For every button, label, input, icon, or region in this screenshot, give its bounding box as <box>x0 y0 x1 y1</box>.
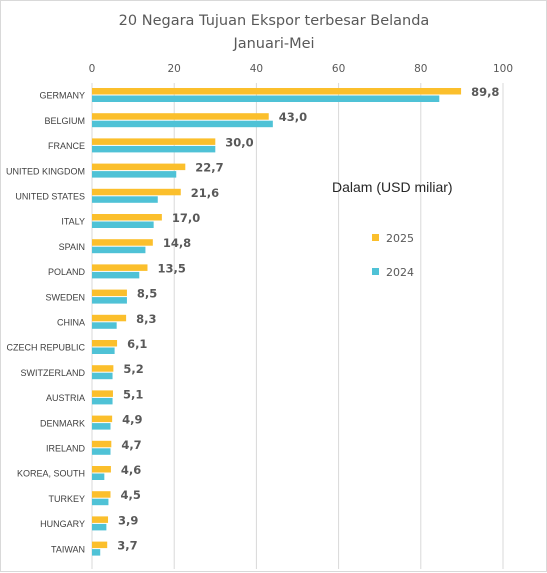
bar-2025 <box>92 390 113 397</box>
x-tick-label: 0 <box>89 63 96 75</box>
chart-title: 20 Negara Tujuan Ekspor terbesar Belanda <box>119 13 430 29</box>
category-label: TURKEY <box>48 494 85 504</box>
bar-2024 <box>92 372 113 380</box>
bar-2024 <box>92 196 158 203</box>
data-label-2025: 14,8 <box>163 236 191 250</box>
bar-2025 <box>92 88 462 95</box>
x-axis-ticks: 0 20 40 60 80 100 <box>89 63 513 75</box>
bar-2024 <box>92 271 140 279</box>
data-label-2025: 4,6 <box>121 463 141 477</box>
category-label: ITALY <box>61 217 85 227</box>
bar-2025 <box>92 239 153 246</box>
category-label: CHINA <box>57 318 85 328</box>
bar-2024 <box>92 297 127 304</box>
bar-2024 <box>92 171 177 178</box>
data-label-2025: 89,8 <box>471 85 499 99</box>
data-label-2025: 8,3 <box>136 312 156 326</box>
bar-2025 <box>92 138 216 145</box>
data-label-2025: 3,7 <box>117 539 137 553</box>
category-label: GERMANY <box>39 91 85 101</box>
legend-swatch <box>372 268 379 275</box>
data-label-2025: 17,0 <box>172 211 200 225</box>
category-labels: GERMANY BELGIUM FRANCE UNITED KINGDOM UNITED… <box>6 91 86 555</box>
category-label: HUNGARY <box>40 519 85 529</box>
category-label: KOREA, SOUTH <box>17 469 85 479</box>
bar-2025 <box>92 264 148 271</box>
bars <box>92 88 462 556</box>
category-label: FRANCE <box>48 141 85 151</box>
bar-2025 <box>92 340 118 347</box>
bar-2024 <box>92 397 113 405</box>
data-label-2025: 4,9 <box>122 413 142 427</box>
data-label-2025: 5,2 <box>123 362 143 376</box>
bar-2024 <box>92 549 101 556</box>
category-label: IRELAND <box>46 444 86 454</box>
bar-2025 <box>92 188 181 196</box>
bar-2025 <box>92 314 127 322</box>
data-label-2025: 6,1 <box>127 337 147 351</box>
bar-2025 <box>92 466 111 473</box>
chart-subtitle: Januari-Mei <box>232 36 314 52</box>
legend: 2025 2024 <box>372 232 414 279</box>
bar-2024 <box>92 473 105 480</box>
legend-label: 2024 <box>386 266 414 279</box>
data-label-2025: 22,7 <box>195 161 223 175</box>
x-tick-label: 80 <box>414 63 427 75</box>
data-label-2025: 8,5 <box>137 287 157 301</box>
legend-swatch <box>372 234 379 241</box>
bar-2024 <box>92 498 109 506</box>
bar-2024 <box>92 95 440 102</box>
category-label: UNITED STATES <box>15 192 85 202</box>
data-label-2025: 3,9 <box>118 513 138 527</box>
category-label: CZECH REPUBLIC <box>6 343 85 353</box>
bar-2024 <box>92 423 111 430</box>
data-label-2025: 4,7 <box>121 438 141 452</box>
bar-2025 <box>92 214 162 221</box>
category-label: DENMARK <box>40 418 85 428</box>
bar-2024 <box>92 246 146 254</box>
bar-2025 <box>92 440 112 448</box>
category-label: SWEDEN <box>45 292 85 302</box>
data-label-2025: 5,1 <box>123 387 143 401</box>
bar-2024 <box>92 523 107 531</box>
category-label: POLAND <box>48 267 86 277</box>
data-labels: 89,8 43,0 30,022,7 21,6 17,0 14,8 13,58,5 8,3 6,… <box>117 85 499 553</box>
bar-2025 <box>92 113 269 120</box>
bar-2025 <box>92 415 113 423</box>
unit-label: Dalam (USD miliar) <box>332 179 453 195</box>
bar-2024 <box>92 145 216 153</box>
x-tick-label: 40 <box>250 63 263 75</box>
bar-2024 <box>92 322 117 329</box>
gridlines <box>91 83 504 569</box>
bar-2025 <box>92 491 111 498</box>
data-label-2025: 13,5 <box>157 261 185 275</box>
category-label: SWITZERLAND <box>20 368 85 378</box>
bar-2025 <box>92 541 108 549</box>
x-tick-label: 20 <box>168 63 181 75</box>
bar-2024 <box>92 347 115 354</box>
bar-2024 <box>92 448 111 455</box>
data-label-2025: 30,0 <box>225 135 253 149</box>
legend-label: 2025 <box>386 232 414 245</box>
x-tick-label: 100 <box>493 63 513 75</box>
data-label-2025: 43,0 <box>279 110 307 124</box>
category-label: BELGIUM <box>44 116 85 126</box>
bar-2025 <box>92 516 109 523</box>
bar-2025 <box>92 289 127 297</box>
bar-2024 <box>92 120 273 128</box>
category-label: UNITED KINGDOM <box>6 166 85 176</box>
data-label-2025: 21,6 <box>191 186 219 200</box>
bar-2024 <box>92 221 154 228</box>
category-label: SPAIN <box>59 242 85 252</box>
data-label-2025: 4,5 <box>120 488 140 502</box>
bar-2025 <box>92 163 186 171</box>
category-label: AUSTRIA <box>46 393 85 403</box>
category-label: TAIWAN <box>51 544 85 554</box>
x-tick-label: 60 <box>332 63 345 75</box>
bar-2025 <box>92 365 114 372</box>
